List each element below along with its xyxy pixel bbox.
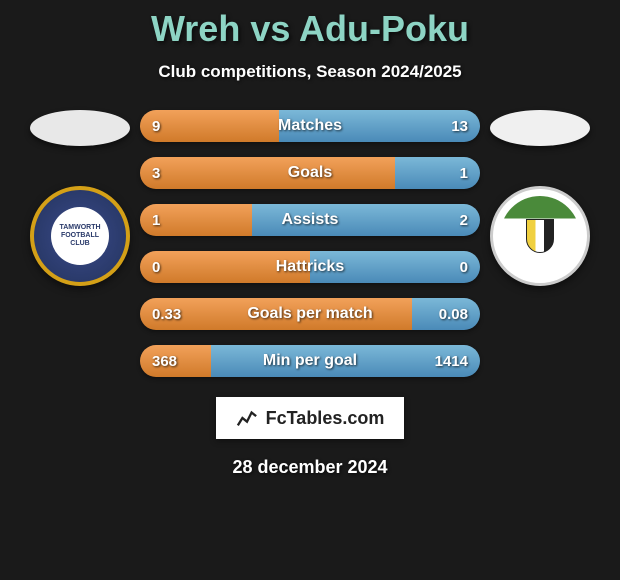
stat-bar-left-fill xyxy=(140,251,310,283)
left-player-avatar xyxy=(30,110,130,146)
page-title: Wreh vs Adu-Poku xyxy=(151,8,469,50)
main-area: TAMWORTH FOOTBALL CLUB 913Matches 31Goals… xyxy=(0,110,620,377)
brand-label: FcTables.com xyxy=(266,408,385,429)
stat-bar-left-fill xyxy=(140,345,211,377)
right-player-column xyxy=(480,110,600,286)
stat-bar-left-fill xyxy=(140,110,279,142)
chart-icon xyxy=(236,407,258,429)
stat-bar-right-fill xyxy=(412,298,480,330)
stat-row: 31Goals xyxy=(140,157,480,189)
infographic-container: Wreh vs Adu-Poku Club competitions, Seas… xyxy=(0,0,620,580)
right-club-badge xyxy=(490,186,590,286)
left-club-badge: TAMWORTH FOOTBALL CLUB xyxy=(30,186,130,286)
stat-bar-left-fill xyxy=(140,204,252,236)
right-club-badge-inner xyxy=(500,196,580,276)
shield-icon xyxy=(526,219,554,253)
date-line: 28 december 2024 xyxy=(232,457,387,478)
stat-row: 00Hattricks xyxy=(140,251,480,283)
right-player-avatar xyxy=(490,110,590,146)
stat-bar-left-fill xyxy=(140,298,412,330)
stat-bar-right-fill xyxy=(211,345,480,377)
stat-bar-right-fill xyxy=(252,204,480,236)
left-player-column: TAMWORTH FOOTBALL CLUB xyxy=(20,110,140,286)
stat-bar-left-fill xyxy=(140,157,395,189)
stats-bars: 913Matches 31Goals 12Assists 00Hattricks 0.3… xyxy=(140,110,480,377)
subtitle: Club competitions, Season 2024/2025 xyxy=(158,62,461,82)
left-club-badge-label: TAMWORTH FOOTBALL CLUB xyxy=(51,207,109,265)
stat-row: 0.330.08Goals per match xyxy=(140,298,480,330)
stat-row: 12Assists xyxy=(140,204,480,236)
brand-tag: FcTables.com xyxy=(216,397,405,439)
stat-bar-right-fill xyxy=(279,110,480,142)
stat-row: 913Matches xyxy=(140,110,480,142)
stat-bar-right-fill xyxy=(310,251,480,283)
stat-bar-right-fill xyxy=(395,157,480,189)
stat-row: 3681414Min per goal xyxy=(140,345,480,377)
